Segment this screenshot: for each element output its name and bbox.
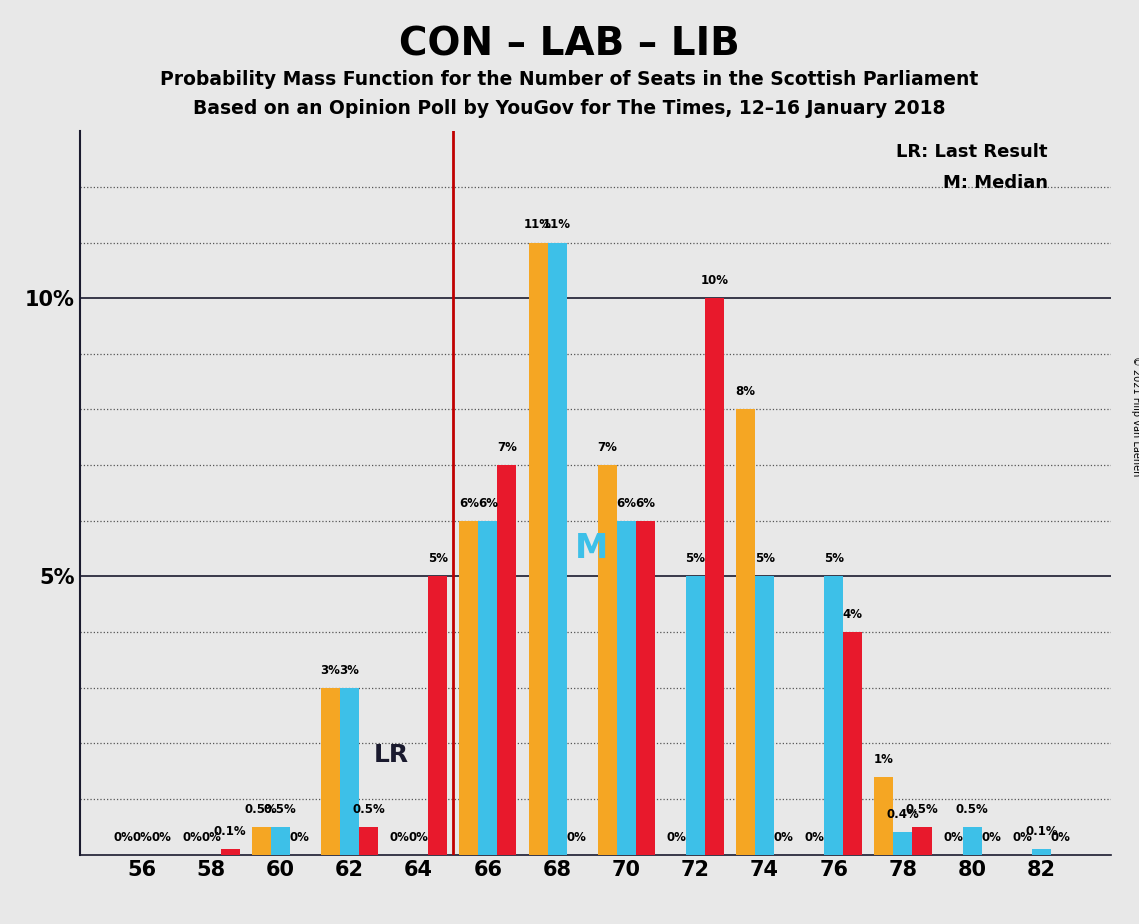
- Bar: [875, 777, 893, 855]
- Text: LR: LR: [374, 743, 409, 767]
- Text: 5%: 5%: [686, 553, 705, 565]
- Bar: [825, 577, 843, 855]
- Text: 0.5%: 0.5%: [956, 803, 989, 816]
- Text: 0%: 0%: [289, 831, 310, 844]
- Text: 0.5%: 0.5%: [906, 803, 939, 816]
- Text: 0.5%: 0.5%: [352, 803, 385, 816]
- Text: 0%: 0%: [666, 831, 687, 844]
- Text: 5%: 5%: [823, 553, 844, 565]
- Text: 0%: 0%: [202, 831, 221, 844]
- Bar: [705, 298, 724, 855]
- Text: 5%: 5%: [428, 553, 448, 565]
- Text: 0%: 0%: [409, 831, 428, 844]
- Bar: [962, 827, 982, 855]
- Bar: [616, 521, 636, 855]
- Text: 0.4%: 0.4%: [886, 808, 919, 821]
- Text: 0%: 0%: [943, 831, 964, 844]
- Bar: [598, 465, 616, 855]
- Text: 8%: 8%: [736, 385, 755, 398]
- Text: 0%: 0%: [390, 831, 410, 844]
- Text: 6%: 6%: [478, 496, 498, 510]
- Bar: [912, 827, 932, 855]
- Text: 0.5%: 0.5%: [264, 803, 297, 816]
- Text: 0.1%: 0.1%: [1025, 825, 1058, 838]
- Bar: [686, 577, 705, 855]
- Text: 3%: 3%: [320, 663, 341, 676]
- Bar: [636, 521, 655, 855]
- Text: 10%: 10%: [700, 274, 729, 287]
- Text: 7%: 7%: [497, 441, 517, 454]
- Text: © 2021 Filip van Laenen: © 2021 Filip van Laenen: [1131, 356, 1139, 476]
- Text: M: Median: M: Median: [943, 174, 1048, 191]
- Bar: [428, 577, 448, 855]
- Bar: [271, 827, 289, 855]
- Text: 0%: 0%: [113, 831, 133, 844]
- Bar: [548, 242, 566, 855]
- Bar: [843, 632, 862, 855]
- Text: 7%: 7%: [597, 441, 617, 454]
- Text: 6%: 6%: [616, 496, 637, 510]
- Text: 0.1%: 0.1%: [214, 825, 246, 838]
- Bar: [252, 827, 271, 855]
- Text: Based on an Opinion Poll by YouGov for The Times, 12–16 January 2018: Based on an Opinion Poll by YouGov for T…: [194, 99, 945, 118]
- Bar: [341, 687, 359, 855]
- Bar: [1032, 849, 1051, 855]
- Bar: [528, 242, 548, 855]
- Text: 0%: 0%: [566, 831, 587, 844]
- Text: 11%: 11%: [543, 218, 571, 231]
- Text: 4%: 4%: [843, 608, 863, 621]
- Text: 0%: 0%: [1050, 831, 1071, 844]
- Text: 0%: 0%: [982, 831, 1001, 844]
- Bar: [736, 409, 755, 855]
- Text: 0%: 0%: [805, 831, 825, 844]
- Text: 11%: 11%: [524, 218, 552, 231]
- Text: 0.5%: 0.5%: [245, 803, 278, 816]
- Text: 6%: 6%: [459, 496, 478, 510]
- Bar: [893, 833, 912, 855]
- Text: 0%: 0%: [132, 831, 151, 844]
- Text: 1%: 1%: [874, 753, 894, 766]
- Text: CON – LAB – LIB: CON – LAB – LIB: [399, 26, 740, 64]
- Text: LR: Last Result: LR: Last Result: [896, 143, 1048, 161]
- Text: Probability Mass Function for the Number of Seats in the Scottish Parliament: Probability Mass Function for the Number…: [161, 70, 978, 90]
- Bar: [459, 521, 478, 855]
- Text: 0%: 0%: [151, 831, 171, 844]
- Text: 0%: 0%: [182, 831, 202, 844]
- Bar: [478, 521, 498, 855]
- Bar: [755, 577, 775, 855]
- Text: M: M: [575, 532, 608, 565]
- Text: 6%: 6%: [636, 496, 655, 510]
- Text: 0%: 0%: [1013, 831, 1032, 844]
- Bar: [221, 849, 239, 855]
- Bar: [321, 687, 341, 855]
- Text: 5%: 5%: [755, 553, 775, 565]
- Bar: [498, 465, 516, 855]
- Text: 0%: 0%: [773, 831, 794, 844]
- Bar: [359, 827, 378, 855]
- Text: 3%: 3%: [339, 663, 360, 676]
